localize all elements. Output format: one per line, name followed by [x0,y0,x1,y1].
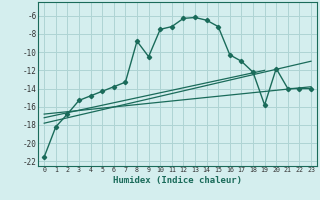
X-axis label: Humidex (Indice chaleur): Humidex (Indice chaleur) [113,176,242,185]
